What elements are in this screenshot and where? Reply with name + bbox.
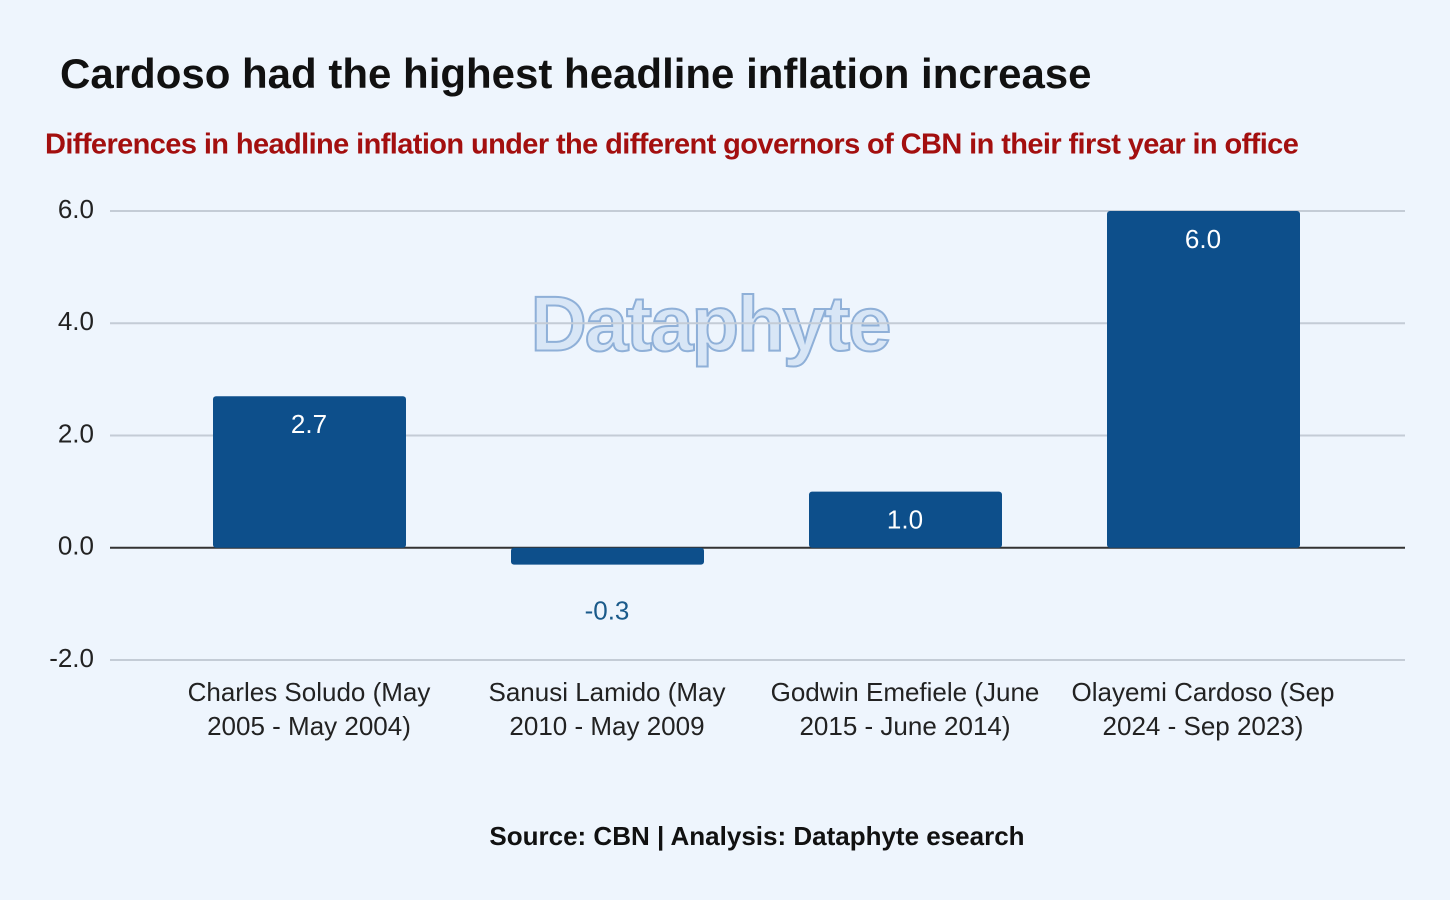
bar xyxy=(809,491,1002,548)
data-label: 2.7 xyxy=(291,409,327,439)
y-tick-label: 2.0 xyxy=(58,418,94,448)
x-tick-label: Godwin Emefiele (June 2015 - June 2014) xyxy=(770,677,1040,741)
x-tick-label: Sanusi Lamido (May 2010 - May 2009 xyxy=(488,677,726,741)
chart-subtitle: Differences in headline inflation under … xyxy=(45,129,1299,161)
x-tick-label: Charles Soludo (May 2005 - May 2004) xyxy=(187,677,431,741)
data-label: -0.3 xyxy=(585,595,630,625)
bar xyxy=(1107,211,1300,548)
data-label: 1.0 xyxy=(887,505,923,535)
bar xyxy=(511,547,704,565)
y-tick-label: -2.0 xyxy=(49,643,94,673)
y-tick-label: 0.0 xyxy=(58,531,94,561)
data-label: 6.0 xyxy=(1185,224,1221,254)
x-tick-label: Olayemi Cardoso (Sep 2024 - Sep 2023) xyxy=(1071,677,1335,741)
source: Source: CBN | Analysis: Dataphyte esearc… xyxy=(489,821,1024,851)
bar xyxy=(213,396,406,548)
y-tick-label: 4.0 xyxy=(58,306,94,336)
chart-title: Cardoso had the highest headline inflati… xyxy=(60,50,1092,97)
y-tick-label: 6.0 xyxy=(58,194,94,224)
